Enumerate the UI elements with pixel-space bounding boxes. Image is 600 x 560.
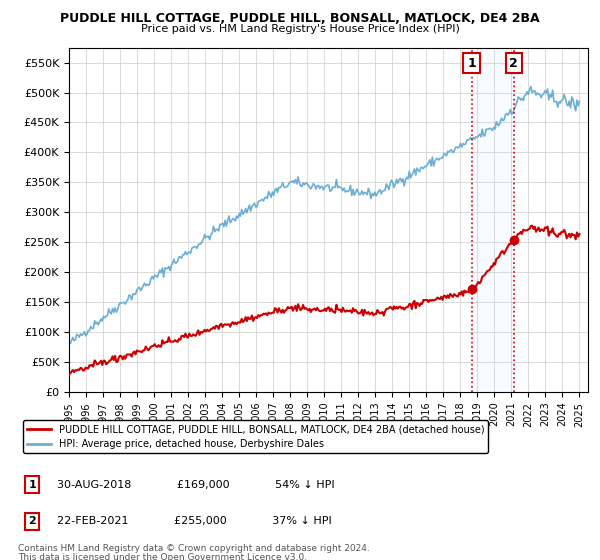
Legend: PUDDLE HILL COTTAGE, PUDDLE HILL, BONSALL, MATLOCK, DE4 2BA (detached house), HP: PUDDLE HILL COTTAGE, PUDDLE HILL, BONSAL…: [23, 421, 488, 453]
Text: 30-AUG-2018             £169,000             54% ↓ HPI: 30-AUG-2018 £169,000 54% ↓ HPI: [43, 480, 335, 490]
Text: 22-FEB-2021             £255,000             37% ↓ HPI: 22-FEB-2021 £255,000 37% ↓ HPI: [43, 516, 332, 526]
Text: This data is licensed under the Open Government Licence v3.0.: This data is licensed under the Open Gov…: [18, 553, 307, 560]
Text: 1: 1: [28, 480, 36, 490]
Text: Price paid vs. HM Land Registry's House Price Index (HPI): Price paid vs. HM Land Registry's House …: [140, 24, 460, 34]
Bar: [472, 48, 514, 392]
Text: 1: 1: [467, 57, 476, 69]
Text: Contains HM Land Registry data © Crown copyright and database right 2024.: Contains HM Land Registry data © Crown c…: [18, 544, 370, 553]
Text: PUDDLE HILL COTTAGE, PUDDLE HILL, BONSALL, MATLOCK, DE4 2BA: PUDDLE HILL COTTAGE, PUDDLE HILL, BONSAL…: [60, 12, 540, 25]
Text: 2: 2: [28, 516, 36, 526]
Text: 2: 2: [509, 57, 518, 69]
